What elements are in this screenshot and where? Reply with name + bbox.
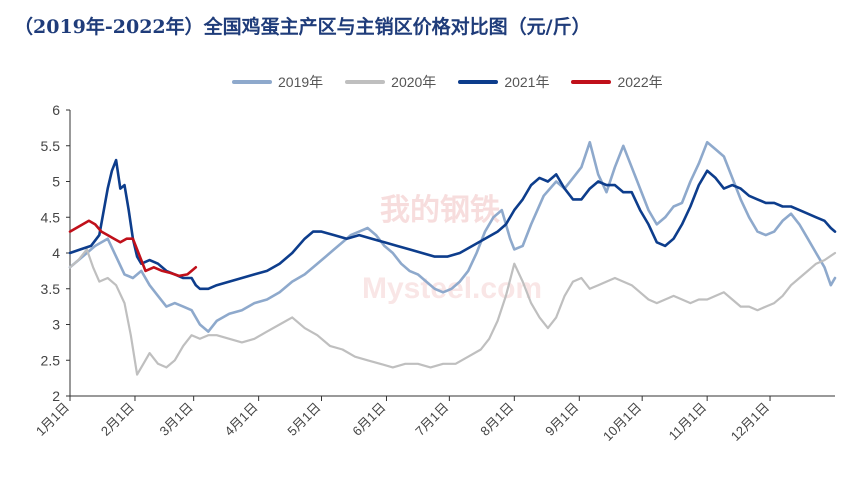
series-line-2022年 — [68, 219, 198, 278]
x-tick-label: 3月1日 — [157, 400, 196, 439]
legend-label-2021: 2021年 — [504, 74, 550, 90]
legend-item-2022: 2022年 — [571, 72, 663, 92]
x-tick-label: 1月1日 — [33, 400, 72, 439]
y-tick-label: 5.5 — [41, 138, 61, 154]
x-tick-label: 9月1日 — [542, 400, 581, 439]
y-tick-label: 4.5 — [41, 209, 61, 225]
legend-swatch-2020 — [345, 80, 386, 84]
series-line-2021年 — [68, 158, 837, 291]
legend-item-2019: 2019年 — [232, 72, 323, 92]
chart-title: （2019年-2022年）全国鸡蛋主产区与主销区价格对比图（元/斤） — [14, 16, 591, 38]
legend-label-2020: 2020年 — [391, 74, 437, 90]
y-tick-label: 4 — [52, 245, 60, 261]
x-tick-label: 7月1日 — [412, 400, 451, 439]
legend-swatch-2021 — [458, 80, 499, 84]
series-lines — [68, 140, 837, 376]
y-tick-label: 3.5 — [41, 281, 61, 297]
legend-label-2022: 2022年 — [617, 74, 663, 90]
x-tick-label: 4月1日 — [222, 400, 261, 439]
watermark-cn: 我的钢铁 — [380, 194, 500, 227]
x-tick-label: 10月1日 — [600, 400, 644, 444]
y-tick-label: 5 — [52, 174, 60, 190]
legend-item-2021: 2021年 — [458, 72, 549, 92]
x-tick-label: 2月1日 — [98, 400, 137, 439]
y-tick-label: 3 — [52, 317, 60, 333]
x-tick-label: 6月1日 — [349, 400, 388, 439]
series-line-2020年 — [68, 248, 837, 376]
x-tick-label: 11月1日 — [666, 400, 710, 444]
x-tick-label: 12月1日 — [728, 400, 772, 444]
legend: 2019年 2020年 2021年 2022年 — [232, 72, 663, 92]
y-tick-label: 6 — [52, 102, 60, 118]
legend-swatch-2022 — [571, 80, 612, 84]
y-tick-label: 2 — [52, 388, 60, 404]
series-line-2019年 — [68, 140, 837, 333]
x-tick-label: 8月1日 — [477, 400, 516, 439]
y-tick-label: 2.5 — [41, 352, 61, 368]
legend-item-2020: 2020年 — [345, 72, 436, 92]
legend-swatch-2019 — [232, 80, 272, 84]
x-tick-label: 5月1日 — [284, 400, 323, 439]
legend-label-2019: 2019年 — [278, 74, 324, 90]
